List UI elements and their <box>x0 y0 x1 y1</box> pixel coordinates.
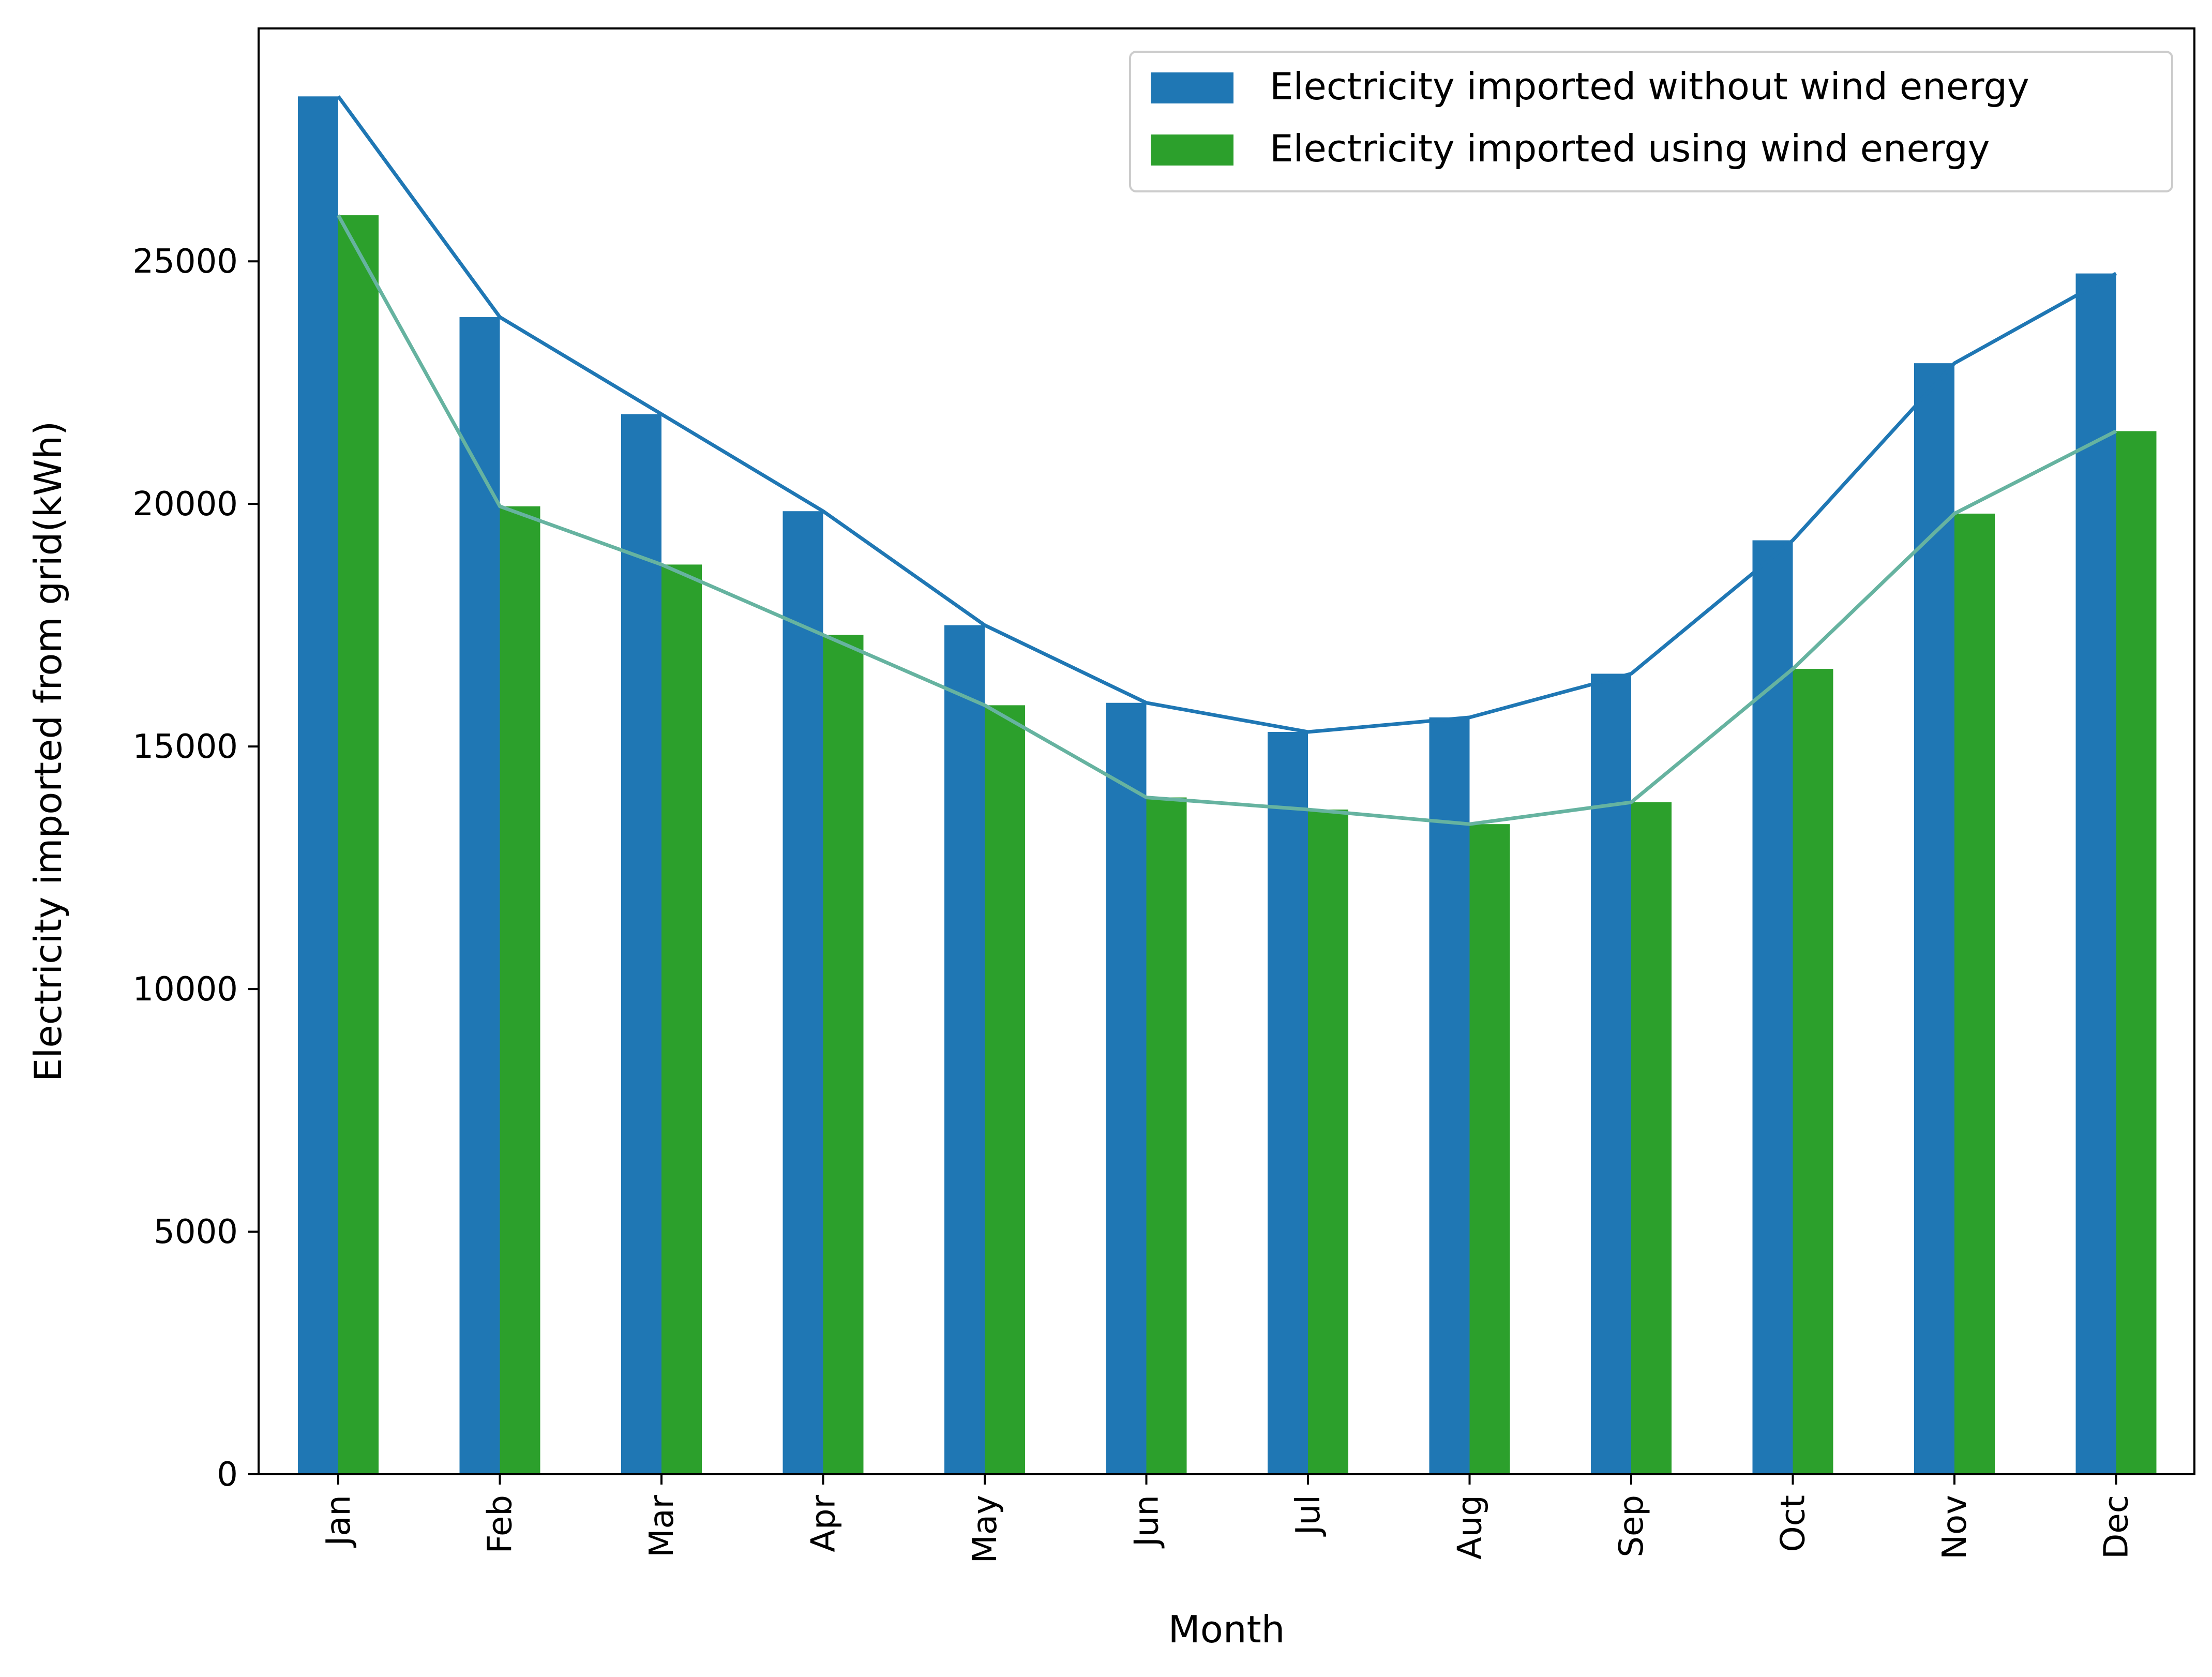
trend-line-without-wind <box>337 95 2117 734</box>
plot-frame <box>258 27 2195 1475</box>
y-tick-label-10000: 10000 <box>132 970 238 1009</box>
legend-swatch-with-wind <box>1151 134 1233 166</box>
bar-with-wind-dec <box>2116 431 2157 1474</box>
bar-without-wind-nov <box>1914 363 1954 1474</box>
bar-with-wind-may <box>985 705 1025 1474</box>
x-tick-label-may: May <box>966 1495 1004 1563</box>
bar-without-wind-dec <box>2075 273 2116 1474</box>
bar-without-wind-jun <box>1106 702 1147 1474</box>
x-tick-label-mar: Mar <box>643 1494 681 1557</box>
axes-layer: 0 5000 10000 15000 20000 25000 Jan Feb Mar Apr May… <box>26 27 2195 1651</box>
bar-without-wind-jul <box>1268 731 1308 1474</box>
legend-swatch-without-wind <box>1151 72 1233 103</box>
y-axis-title: Electricity imported from grid(kWh) <box>26 421 70 1082</box>
bar-with-wind-oct <box>1793 669 1833 1474</box>
bar-without-wind-aug <box>1429 717 1470 1474</box>
bar-with-wind-jul <box>1308 810 1348 1474</box>
bar-with-wind-jun <box>1146 797 1187 1474</box>
x-tick-label-apr: Apr <box>805 1494 843 1552</box>
legend-label-with-wind: Electricity imported using wind energy <box>1270 127 1990 170</box>
y-tick-label-25000: 25000 <box>132 243 238 281</box>
x-tick-label-sep: Sep <box>1613 1495 1651 1558</box>
bars-layer <box>298 96 2157 1475</box>
bar-without-wind-apr <box>783 511 823 1474</box>
bar-with-wind-mar <box>661 564 702 1474</box>
x-tick-label-nov: Nov <box>1936 1495 1974 1560</box>
x-tick-label-oct: Oct <box>1774 1495 1813 1552</box>
bar-without-wind-mar <box>621 414 661 1474</box>
x-axis-title: Month <box>1168 1608 1285 1651</box>
trend-lines-layer <box>336 95 2117 826</box>
bar-without-wind-may <box>944 625 985 1474</box>
y-tick-label-20000: 20000 <box>132 485 238 523</box>
legend-label-without-wind: Electricity imported without wind energy <box>1270 65 2029 108</box>
x-tick-label-dec: Dec <box>2098 1495 2136 1559</box>
x-tick-label-jul: Jul <box>1289 1495 1328 1537</box>
bar-with-wind-jan <box>338 215 379 1474</box>
legend: Electricity imported without wind energy… <box>1129 51 2173 192</box>
bar-with-wind-apr <box>823 635 864 1474</box>
bar-with-wind-nov <box>1954 513 1995 1474</box>
x-tick-label-feb: Feb <box>481 1495 520 1553</box>
bar-with-wind-sep <box>1631 802 1672 1474</box>
bar-without-wind-jan <box>298 96 338 1474</box>
y-tick-label-15000: 15000 <box>132 728 238 766</box>
bar-without-wind-oct <box>1752 540 1793 1474</box>
y-tick-label-0: 0 <box>217 1456 238 1494</box>
bar-with-wind-aug <box>1469 824 1510 1474</box>
bar-without-wind-sep <box>1591 673 1631 1474</box>
x-tick-label-aug: Aug <box>1451 1495 1489 1560</box>
x-tick-label-jun: Jun <box>1128 1495 1166 1549</box>
trend-line-with-wind <box>336 214 2117 826</box>
bar-without-wind-feb <box>459 317 500 1475</box>
bar-with-wind-feb <box>500 506 540 1475</box>
x-tick-label-jan: Jan <box>320 1495 358 1548</box>
y-tick-label-5000: 5000 <box>154 1213 238 1251</box>
legend-box <box>1129 51 2173 192</box>
